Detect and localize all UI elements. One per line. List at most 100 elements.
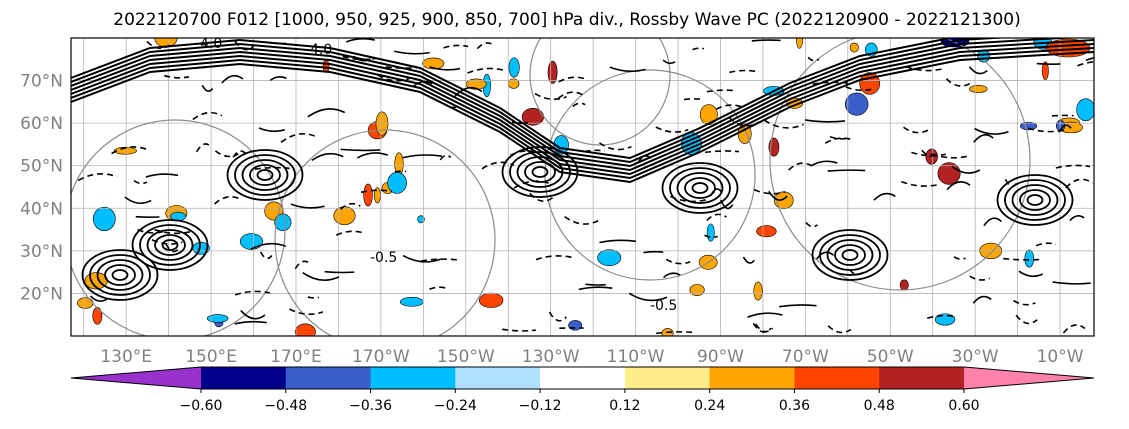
negative-contour (529, 192, 554, 203)
negative-contour (807, 56, 820, 62)
rossby-wave-circles (71, 38, 1031, 336)
negative-contour (154, 228, 191, 235)
positive-contour (1085, 56, 1094, 62)
divergence-patch (333, 206, 356, 226)
colorbar-tick-label: −0.48 (264, 398, 307, 414)
negative-contour (788, 162, 813, 171)
divergence-patch (899, 279, 909, 291)
latitude-tick-label: 40°N (20, 199, 63, 219)
colorbar-tick-label: 0.24 (694, 398, 725, 414)
negative-contour (558, 76, 587, 83)
negative-contour (1013, 299, 1036, 306)
colorbar-tick-label: −0.12 (519, 398, 562, 414)
positive-contour (747, 312, 783, 318)
negative-contour (1077, 61, 1094, 67)
contour-lines (71, 38, 1094, 335)
negative-contour (502, 328, 536, 332)
divergence-patch (844, 92, 869, 116)
positive-contour (302, 272, 340, 281)
longitude-tick-label: 130°E (100, 347, 152, 367)
colorbar-extend-max (964, 367, 1094, 389)
colorbar-segment (879, 367, 965, 389)
positive-contour (111, 269, 129, 281)
positive-contour (307, 108, 346, 118)
negative-contour (1055, 164, 1091, 169)
positive-contour (974, 127, 1009, 135)
longitude-tick-label: 70°W (782, 347, 829, 367)
negative-contour (335, 230, 365, 236)
divergence-patch (796, 38, 803, 49)
positive-contour (805, 119, 846, 123)
negative-contour (254, 166, 290, 171)
negative-contour (164, 74, 190, 79)
negative-contour (969, 275, 990, 281)
colorbar-extend-min (71, 367, 201, 389)
rossby-wave-circle (274, 129, 496, 336)
map-panel: -4.0 4.0 -0.5 -0.5 (70, 36, 1095, 337)
longitude-tick-label: 50°W (867, 347, 914, 367)
positive-contour (676, 172, 724, 204)
divergence-patch (508, 57, 520, 78)
positive-contour (983, 217, 1002, 227)
divergence-patch (274, 213, 292, 231)
positive-contour (356, 152, 389, 159)
positive-contour (834, 244, 866, 266)
negative-contour (280, 133, 319, 143)
positive-contour (201, 84, 214, 92)
positive-contour (402, 254, 441, 263)
divergence-patch (1041, 61, 1049, 80)
negative-contour (77, 173, 118, 182)
negative-contour (513, 180, 552, 189)
colorbar-segment (370, 367, 456, 389)
negative-contour (945, 78, 972, 87)
colorbar-segment (709, 367, 795, 389)
negative-contour (111, 146, 149, 155)
colorbar: −0.60 −0.48 −0.36 −0.24 −0.12 0.12 0.24 0.36 0.4… (70, 366, 1095, 414)
positive-contour (234, 320, 267, 325)
colorbar-tick-label: −0.24 (434, 398, 477, 414)
latitude-tick-label: 20°N (20, 284, 63, 304)
positive-contour (811, 229, 889, 281)
positive-contour (412, 80, 433, 88)
negative-contour (195, 143, 213, 153)
divergence-patch (363, 183, 373, 207)
negative-contour (509, 150, 539, 157)
negative-contour (901, 180, 941, 187)
negative-contour (307, 296, 320, 299)
divergence-patch (969, 85, 988, 93)
positive-contour (628, 292, 668, 302)
positive-contour (599, 239, 637, 244)
positive-contour (1026, 194, 1044, 206)
divergence-patch (294, 323, 316, 336)
negative-contour (824, 137, 855, 144)
colorbar-tick-label: 0.48 (864, 398, 895, 414)
lat-lon-gridlines (71, 38, 1094, 336)
positive-contour (946, 181, 971, 191)
negative-contour (534, 92, 567, 101)
negative-contour (476, 42, 495, 50)
rossby-wave-circle (71, 119, 286, 336)
positive-contour (768, 190, 788, 201)
positive-contour (1052, 281, 1091, 285)
positive-contour (827, 169, 866, 172)
longitude-tick-label: 30°W (952, 347, 999, 367)
negative-contour (535, 255, 573, 261)
longitude-tick-label: 170°W (352, 347, 410, 367)
colorbar-tick-label: 0.12 (609, 398, 640, 414)
negative-contour (728, 117, 759, 127)
positive-contour (135, 215, 160, 219)
negative-contour (812, 81, 849, 86)
positive-contour (841, 249, 859, 261)
negative-contour (845, 86, 874, 92)
positive-contour (269, 76, 287, 81)
positive-contour (444, 103, 459, 109)
longitude-tick-label: 130°W (522, 347, 580, 367)
negative-contour (704, 150, 740, 154)
positive-contour (71, 38, 1011, 164)
negative-contour (1051, 114, 1074, 117)
negative-contour (753, 188, 786, 195)
colorbar-tick-label: −0.60 (180, 398, 223, 414)
negative-contour (827, 325, 852, 334)
divergence-patch (387, 171, 407, 194)
